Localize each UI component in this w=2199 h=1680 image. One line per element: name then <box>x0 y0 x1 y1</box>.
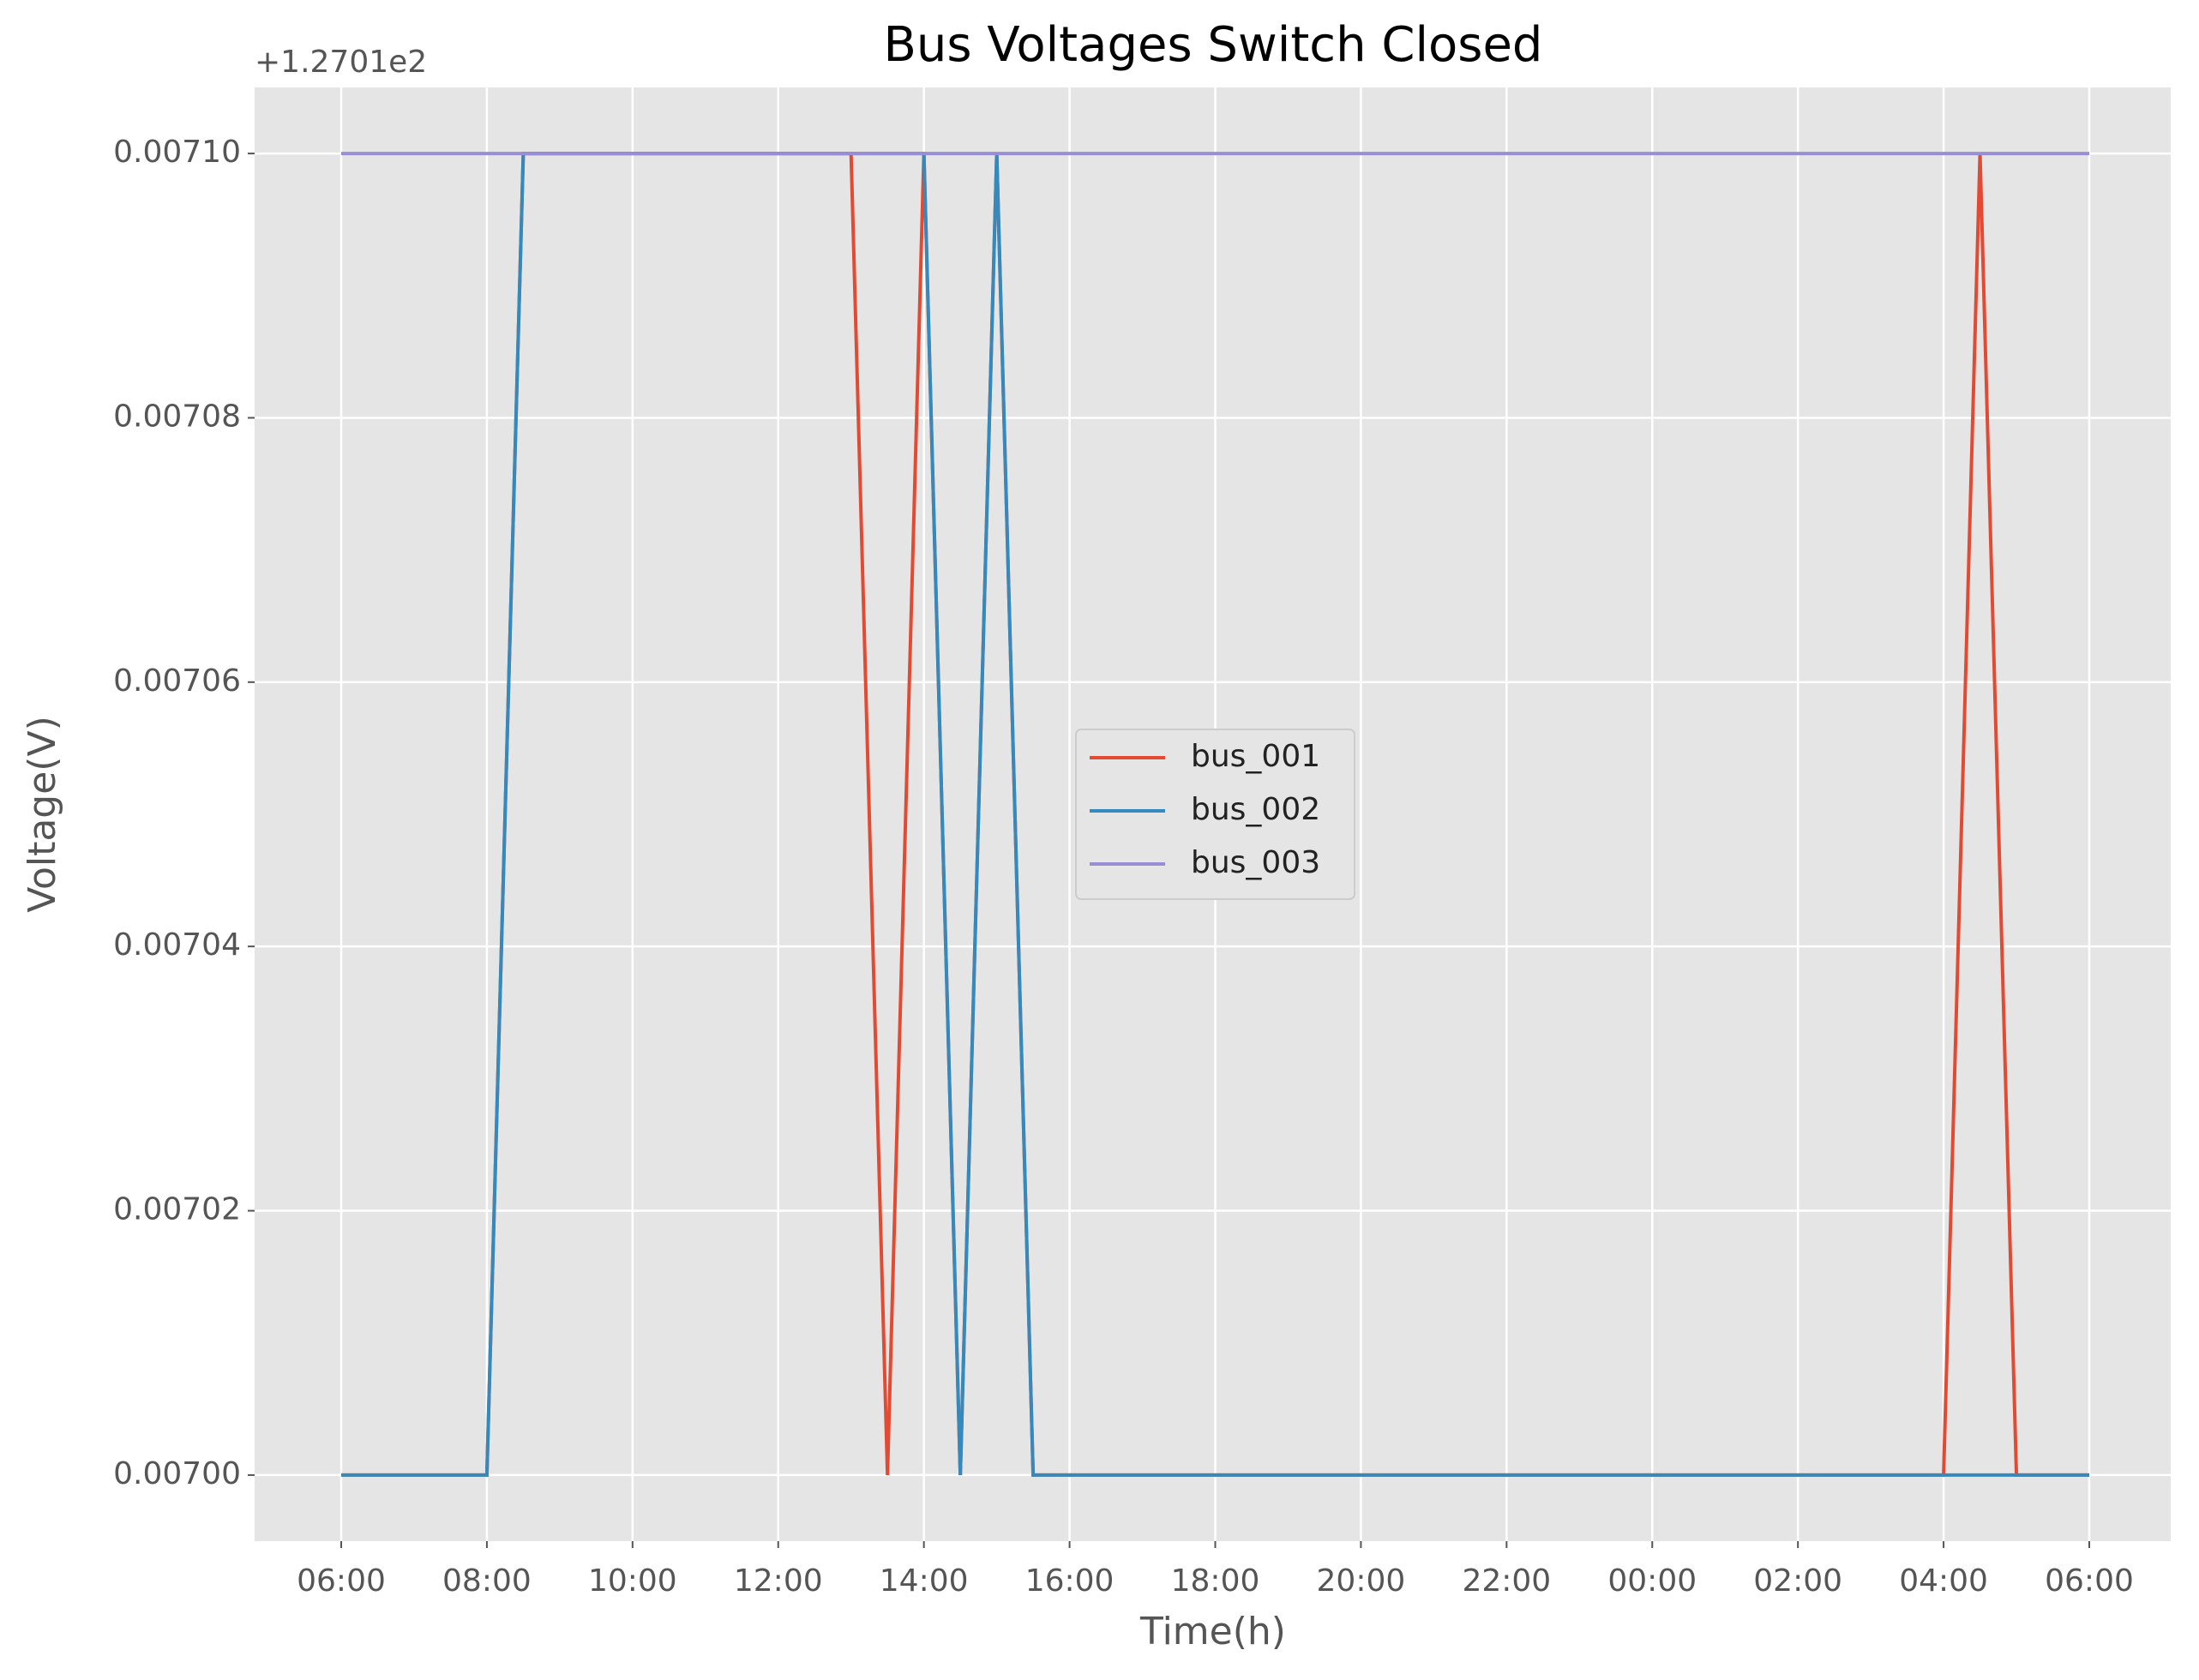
x-tick-label: 06:00 <box>2045 1563 2134 1599</box>
x-tick-label: 12:00 <box>734 1563 823 1599</box>
x-tick-label: 00:00 <box>1607 1563 1697 1599</box>
x-tick-label: 20:00 <box>1317 1563 1406 1599</box>
legend-label: bus_003 <box>1191 845 1320 880</box>
y-tick-label: 0.00700 <box>113 1456 241 1491</box>
y-tick-label: 0.00702 <box>113 1192 241 1227</box>
chart-title: Bus Voltages Switch Closed <box>884 17 1543 73</box>
legend-label: bus_002 <box>1191 792 1320 827</box>
y-tick-label: 0.00710 <box>113 135 241 170</box>
y-axis-label: Voltage(V) <box>21 716 64 912</box>
x-tick-label: 04:00 <box>1899 1563 1988 1599</box>
x-axis-label: Time(h) <box>1139 1610 1286 1653</box>
y-tick-label: 0.00706 <box>113 663 241 699</box>
x-tick-label: 16:00 <box>1025 1563 1115 1599</box>
x-tick-label: 14:00 <box>880 1563 969 1599</box>
x-tick-label: 06:00 <box>297 1563 386 1599</box>
y-offset-label: +1.2701e2 <box>255 45 427 80</box>
x-tick-label: 18:00 <box>1171 1563 1260 1599</box>
y-tick-label: 0.00704 <box>113 927 241 963</box>
x-tick-label: 10:00 <box>588 1563 677 1599</box>
legend-label: bus_001 <box>1191 739 1320 774</box>
y-tick-label: 0.00708 <box>113 399 241 434</box>
legend-box <box>1075 729 1355 900</box>
x-tick-label: 22:00 <box>1462 1563 1551 1599</box>
x-tick-label: 08:00 <box>442 1563 532 1599</box>
x-tick-label: 02:00 <box>1753 1563 1842 1599</box>
